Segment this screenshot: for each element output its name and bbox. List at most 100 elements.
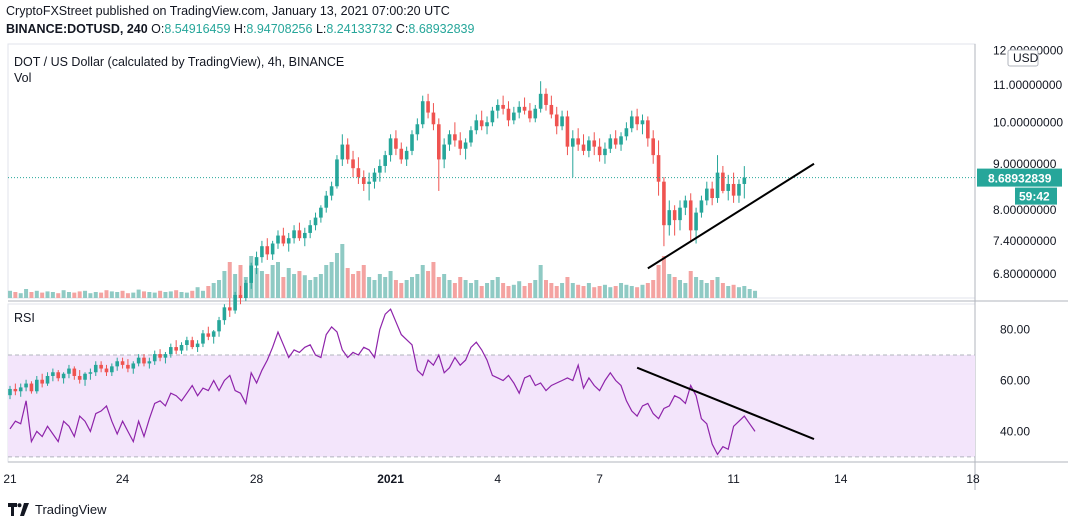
candle-body xyxy=(442,144,446,160)
candle-body xyxy=(260,246,264,258)
candle-body xyxy=(8,388,12,396)
volume-bar xyxy=(179,292,184,298)
candle-body xyxy=(329,186,334,196)
volume-bar xyxy=(602,284,607,298)
volume-bar xyxy=(356,271,361,298)
volume-bar xyxy=(136,289,141,298)
candle-body xyxy=(152,354,157,362)
volume-bar xyxy=(372,280,377,298)
volume-bar xyxy=(420,265,425,298)
volume-bar xyxy=(485,283,490,298)
volume-bar xyxy=(72,292,77,298)
candle-body xyxy=(110,366,114,373)
candle-body xyxy=(292,230,296,239)
volume-bar xyxy=(704,283,709,298)
candle-body xyxy=(120,361,125,365)
candle-body xyxy=(737,183,741,196)
candle-body xyxy=(201,333,205,344)
candle-body xyxy=(447,134,452,145)
candle-body xyxy=(453,134,457,141)
volume-bar xyxy=(619,283,624,298)
volume-bar xyxy=(404,280,409,298)
candle-body xyxy=(699,200,704,213)
volume-bar xyxy=(313,277,318,298)
volume-bar xyxy=(276,262,280,298)
time-tick-label: 21 xyxy=(3,472,17,486)
volume-bar xyxy=(736,287,741,298)
volume-bar xyxy=(377,274,382,298)
currency-badge[interactable] xyxy=(1007,49,1039,67)
volume-bar xyxy=(656,265,661,298)
price-tick-label: 9.00000000 xyxy=(993,157,1057,171)
candle-body xyxy=(158,354,162,358)
volume-bar xyxy=(501,283,506,298)
candle-body xyxy=(179,344,184,351)
candle-body xyxy=(742,177,747,184)
countdown-label: 59:42 xyxy=(1019,190,1050,204)
last-price-tag xyxy=(977,168,1062,187)
volume-bar xyxy=(238,265,243,298)
candle-body xyxy=(131,363,136,369)
candle-body xyxy=(142,357,146,364)
candle-body xyxy=(501,104,505,109)
candle-body xyxy=(324,195,329,208)
price-tick-label: 7.40000000 xyxy=(993,234,1057,248)
candle-body xyxy=(426,101,430,113)
time-tick-label: 24 xyxy=(116,472,130,486)
volume-bar xyxy=(731,284,736,298)
volume-bar xyxy=(410,277,414,298)
volume-bar xyxy=(447,280,452,298)
candle-body xyxy=(190,340,195,348)
volume-bar xyxy=(549,283,554,298)
candle-body xyxy=(479,120,484,127)
candle-body xyxy=(624,128,629,137)
volume-bar xyxy=(517,281,522,298)
candle-body xyxy=(420,101,425,125)
volume-bar xyxy=(8,290,12,298)
volume-bar xyxy=(152,292,157,298)
price-tick-label: 11.00000000 xyxy=(993,78,1063,92)
volume-bar xyxy=(329,262,334,298)
ohlc-h-value: 8.94708256 xyxy=(246,22,313,36)
time-tick-label: 11 xyxy=(727,472,740,486)
candle-body xyxy=(238,294,243,298)
volume-bar xyxy=(431,262,436,298)
volume-bar xyxy=(538,265,543,298)
candle-body xyxy=(18,387,23,392)
candle-body xyxy=(378,165,382,173)
tradingview-logo[interactable]: TradingView xyxy=(8,502,107,517)
candle-body xyxy=(126,364,130,369)
volume-bar xyxy=(624,284,629,298)
volume-bar xyxy=(340,244,345,298)
volume-bar xyxy=(318,274,323,298)
candle-body xyxy=(522,106,527,111)
volume-bar xyxy=(415,274,420,298)
candle-body xyxy=(276,235,280,244)
candle-body xyxy=(608,138,613,149)
candle-body xyxy=(319,207,323,218)
rsi-label: RSI xyxy=(14,311,35,325)
volume-bar xyxy=(286,268,291,298)
volume-bar xyxy=(184,292,189,298)
candle-body xyxy=(361,177,366,184)
ohlc-o-label: O: xyxy=(151,22,165,36)
volume-bar xyxy=(383,277,388,298)
candle-body xyxy=(356,168,361,178)
candle-body xyxy=(227,307,232,311)
candle-body xyxy=(211,331,216,337)
candle-body xyxy=(667,210,672,226)
countdown-tag xyxy=(1015,187,1057,205)
rsi-band xyxy=(8,354,975,457)
volume-bar xyxy=(109,291,114,298)
candle-body xyxy=(635,116,639,125)
volume-bar xyxy=(479,286,484,298)
candle-body xyxy=(399,148,404,160)
candle-body xyxy=(147,361,152,364)
volume-bar xyxy=(211,283,216,298)
volume-bar xyxy=(661,256,666,298)
ohlc-o-value: 8.54916459 xyxy=(164,22,231,36)
candle-body xyxy=(715,172,720,199)
volume-bar xyxy=(34,290,39,298)
ohlc-c-value: 8.68932839 xyxy=(408,22,475,36)
